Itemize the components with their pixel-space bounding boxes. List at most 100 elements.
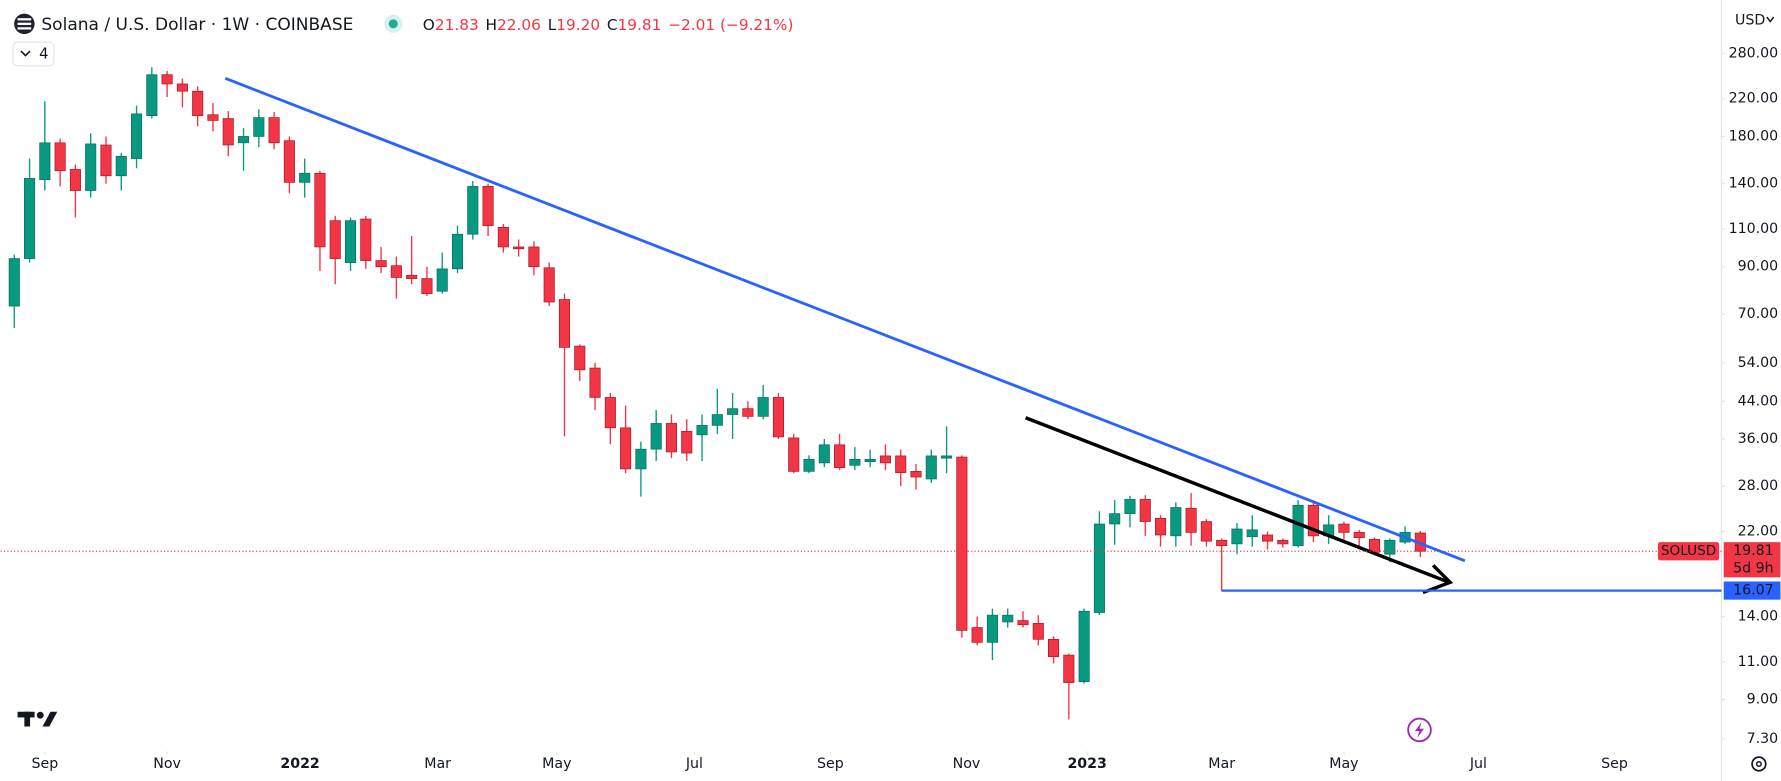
candle-body: [1170, 507, 1182, 537]
candle-body: [895, 455, 907, 473]
candle-body: [1139, 499, 1151, 522]
ohlc-value: 22.06: [497, 15, 541, 33]
logo-part: [24, 711, 31, 727]
y-tick-label: 90.00: [1738, 259, 1779, 275]
candle-body: [1200, 521, 1212, 542]
candle-body: [925, 455, 937, 480]
y-tick-label: 180.00: [1729, 128, 1779, 144]
candle-body: [1078, 610, 1090, 682]
candle-body: [696, 425, 708, 436]
candle-body: [941, 455, 953, 459]
candle-body: [8, 258, 20, 307]
y-tick-label: 9.00: [1747, 692, 1779, 708]
candle-body: [558, 299, 571, 348]
candle-body: [528, 246, 540, 268]
alert-icon[interactable]: [1407, 717, 1432, 743]
ohlc-key: L: [548, 15, 557, 33]
candle-body: [650, 423, 662, 450]
candle-body: [665, 423, 678, 453]
logo-part: [42, 711, 58, 727]
symbol-icon-stripe: [17, 22, 32, 25]
ohlc-legend: O21.83 H22.06 L19.20 C19.81 −2.01 (−9.21%): [423, 15, 794, 33]
candle-body: [253, 117, 265, 137]
settings-icon-center: [1755, 760, 1762, 767]
candle-body: [1093, 523, 1105, 613]
candle-body: [54, 142, 66, 172]
candle-body: [85, 143, 97, 191]
candle-body: [681, 430, 693, 454]
indicators-toggle[interactable]: [12, 41, 55, 67]
settings-icon[interactable]: [1751, 756, 1767, 772]
tv-logo[interactable]: [17, 711, 58, 727]
candle-body: [727, 408, 739, 415]
candle-body: [314, 172, 326, 248]
x-tick-label: May: [1329, 756, 1358, 772]
x-tick-label: Jul: [1469, 756, 1487, 772]
candle-body: [620, 427, 632, 470]
candle-body: [803, 459, 815, 472]
candle-body: [1353, 532, 1365, 538]
ohlc-key: C: [607, 15, 618, 33]
candle-body: [635, 448, 647, 470]
candle-body: [24, 178, 36, 259]
candle-body: [451, 233, 464, 270]
candle-body: [1185, 507, 1197, 533]
candle-body: [39, 142, 51, 181]
candle-body: [971, 627, 983, 643]
y-tick-label: 70.00: [1738, 306, 1779, 322]
candle-body: [344, 220, 357, 263]
candle-body: [1231, 528, 1243, 545]
trend-line: [224, 77, 1466, 563]
candle-body: [146, 74, 158, 117]
countdown: 5d 9h: [1733, 560, 1774, 576]
candle-body: [1124, 499, 1136, 514]
candle-body: [711, 414, 723, 426]
caret: [20, 50, 31, 57]
x-tick-label: May: [542, 756, 571, 772]
candle-body: [176, 83, 188, 92]
candle-body: [849, 459, 861, 466]
candle-body: [100, 144, 112, 177]
candle-body: [497, 226, 509, 248]
ohlc-value: 21.83: [435, 15, 479, 33]
candle-body: [192, 90, 204, 117]
y-tick-label: 280.00: [1729, 45, 1779, 61]
candle-body: [299, 172, 311, 183]
indicators-count: 4: [39, 45, 48, 62]
currency-selector[interactable]: USD: [1735, 12, 1765, 28]
x-tick-label: Mar: [424, 756, 451, 772]
candle-body: [513, 246, 525, 250]
candle-body: [207, 114, 219, 121]
candle-body: [834, 444, 846, 469]
candle-body: [1063, 654, 1075, 683]
candle-body: [115, 155, 127, 177]
candle-body: [604, 397, 616, 429]
x-tick-label: 2023: [1067, 756, 1106, 772]
candle-body: [1032, 622, 1044, 640]
symbol-badge: SOLUSD: [1661, 543, 1716, 559]
candle-body: [589, 367, 601, 398]
current-price-label: 19.81: [1733, 543, 1774, 559]
candle-body: [1216, 539, 1228, 547]
x-tick-label: 2022: [280, 756, 319, 772]
candle-body: [1155, 518, 1167, 536]
level-label: 16.07: [1733, 583, 1774, 599]
candle-body: [467, 186, 479, 235]
symbol-title[interactable]: Solana / U.S. Dollar · 1W · COINBASE: [41, 15, 353, 35]
candle-body: [131, 113, 143, 159]
y-tick-label: 28.00: [1738, 478, 1779, 494]
symbol-badge-bg: [1657, 542, 1720, 561]
y-tick-label: 11.00: [1738, 654, 1779, 670]
candle-body: [1307, 504, 1319, 537]
x-tick-label: Mar: [1208, 756, 1235, 772]
x-tick-label: Nov: [153, 756, 181, 772]
candle-body: [1338, 523, 1350, 533]
x-tick-label: Sep: [1601, 756, 1628, 772]
candle-body: [406, 274, 418, 279]
x-tick-label: Sep: [817, 756, 844, 772]
candle-body: [1109, 513, 1121, 525]
candle-body: [543, 267, 555, 303]
alert-bolt: [1414, 721, 1425, 738]
